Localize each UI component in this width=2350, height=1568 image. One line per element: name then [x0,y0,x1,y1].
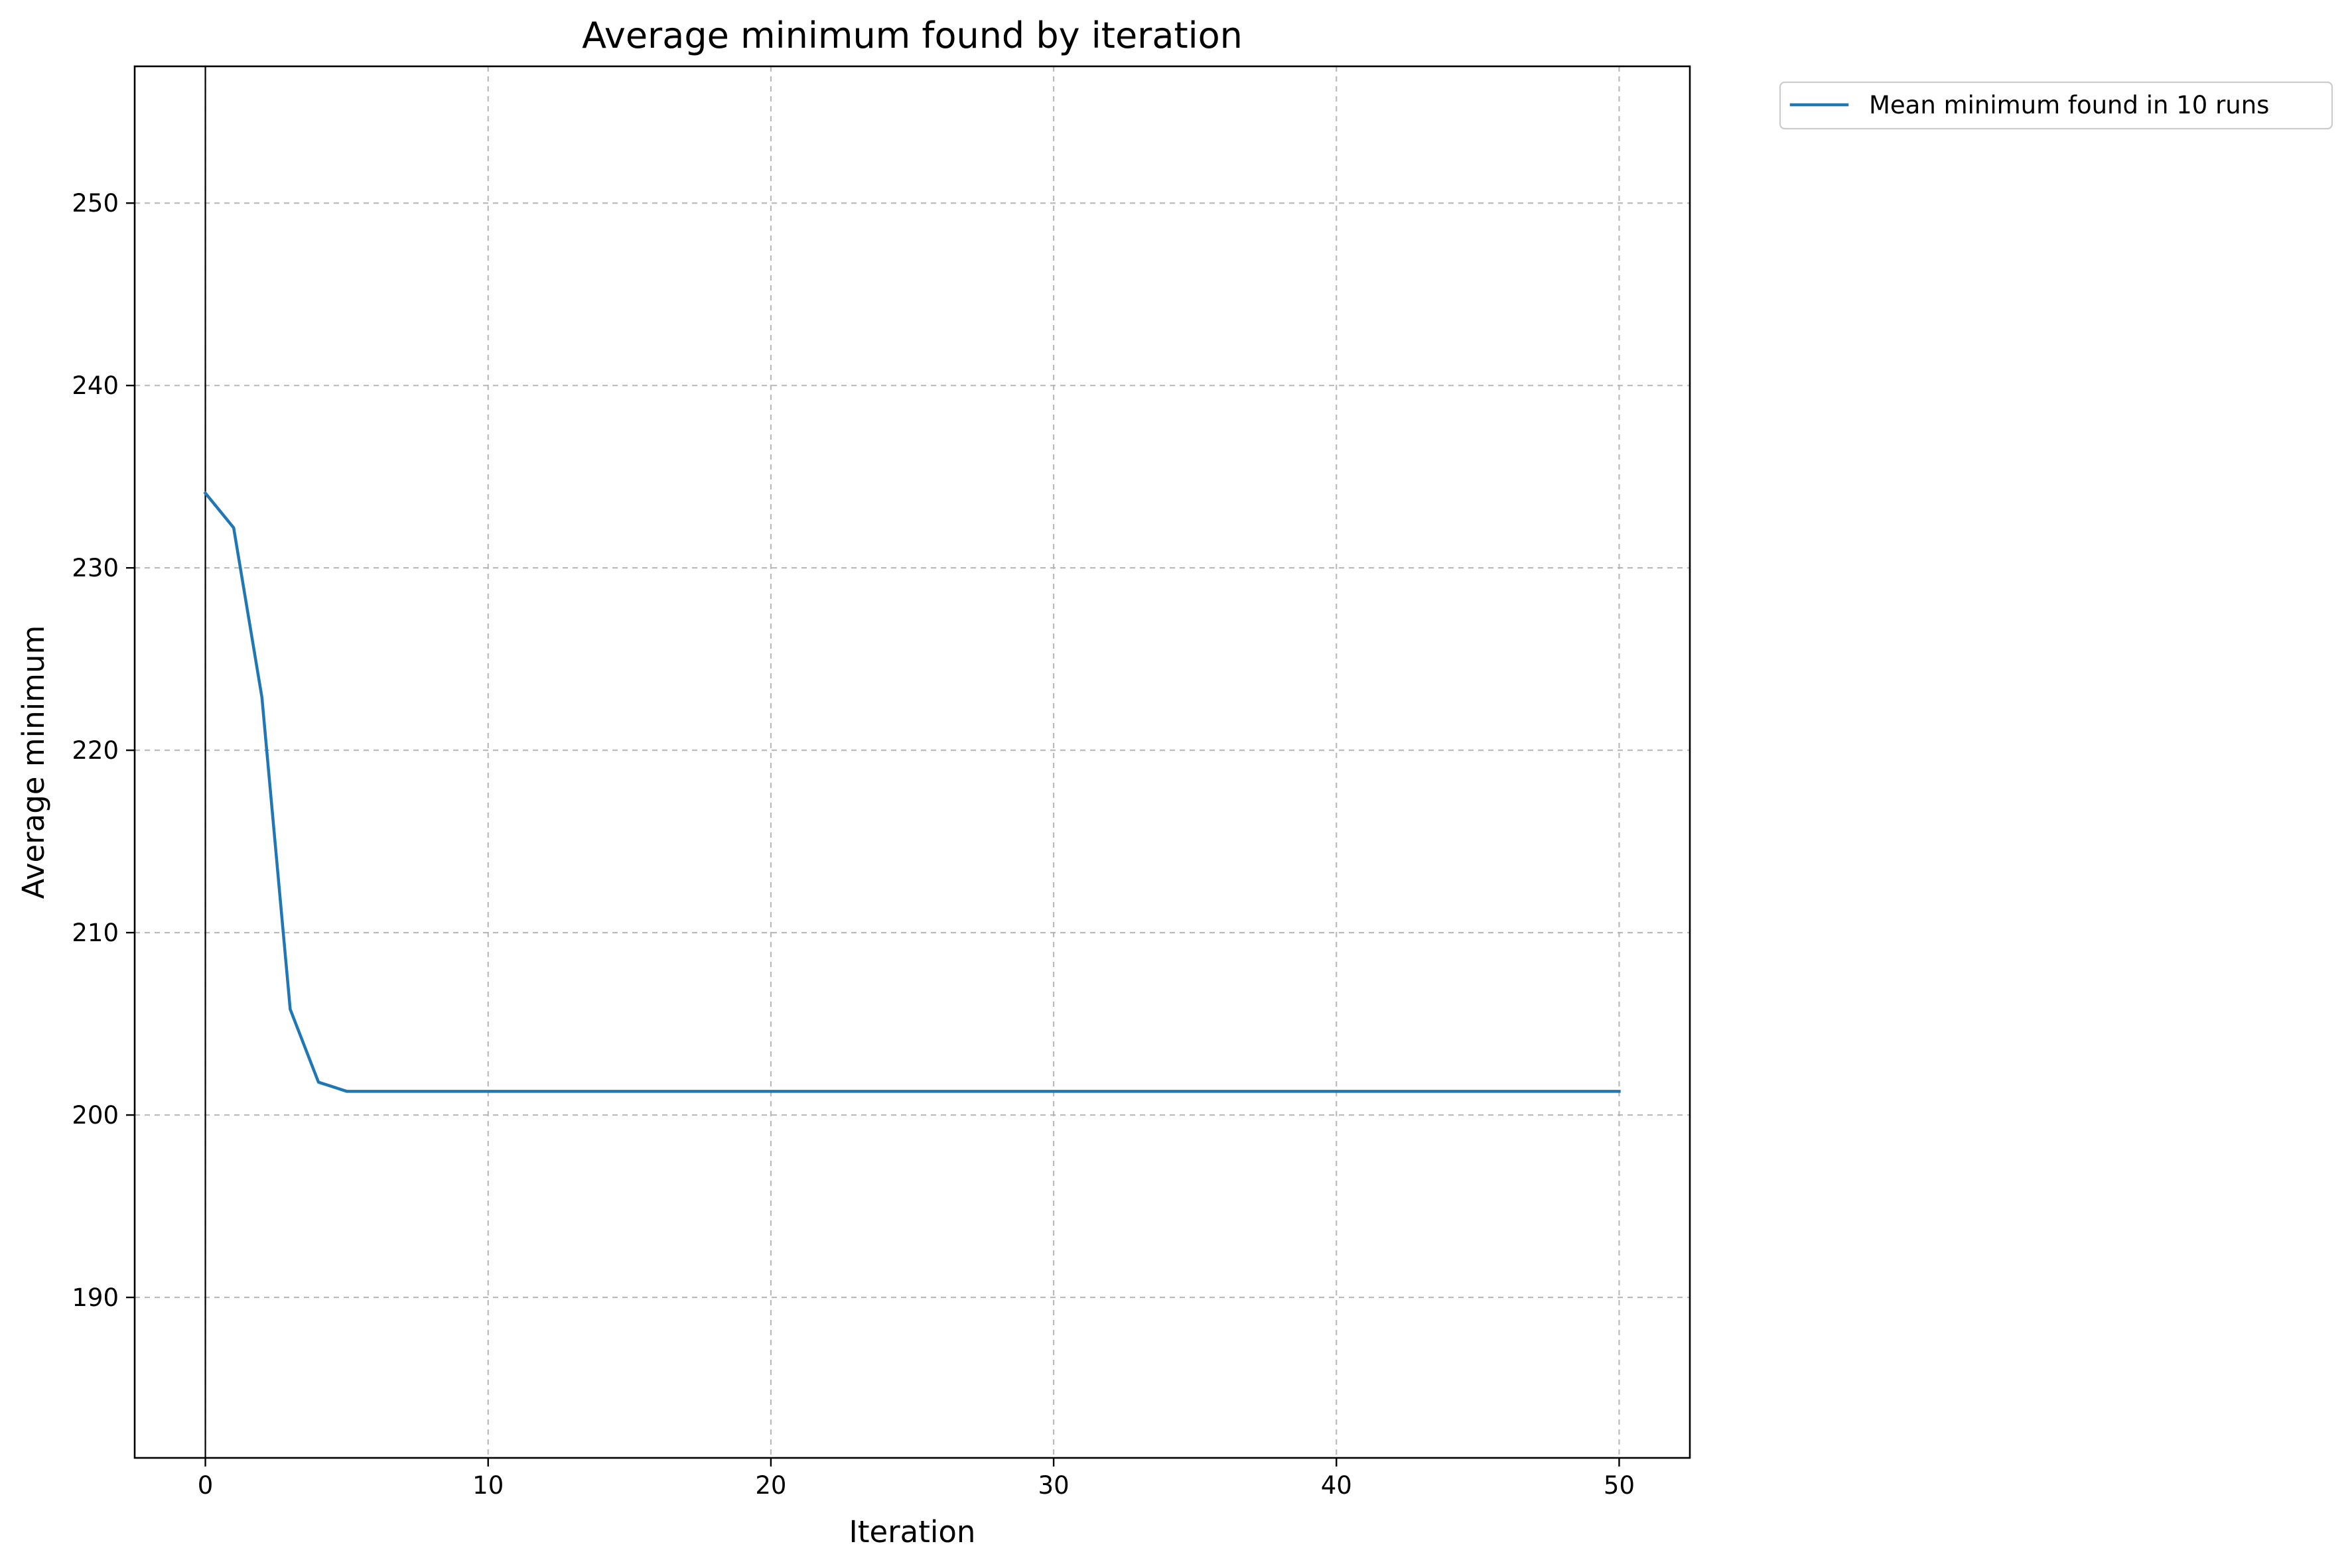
x-axis-ticks: 0 10 20 30 40 50 [198,1458,1635,1500]
x-tick-label: 0 [198,1471,214,1500]
y-axis-label: Average minimum [16,625,51,899]
chart-title: Average minimum found by iteration [582,15,1243,56]
x-tick-label: 50 [1604,1471,1635,1500]
series-line-mean-minimum [203,491,1621,1093]
plot-area-frame [133,65,1691,1459]
legend: Mean minimum found in 10 runs [1779,81,2333,130]
x-tick-label: 30 [1038,1471,1070,1500]
legend-entry-mean-minimum: Mean minimum found in 10 runs [1869,91,2269,119]
y-tick-label: 200 [72,1101,119,1130]
series-layer [203,491,1621,1093]
legend-frame [1779,81,2333,130]
y-tick-label: 220 [72,736,119,765]
x-tick-label: 40 [1321,1471,1352,1500]
x-tick-label: 20 [755,1471,786,1500]
x-axis-label: Iteration [849,1514,976,1549]
y-tick-label: 240 [72,371,119,400]
y-tick-label: 230 [72,554,119,582]
x-tick-label: 10 [472,1471,504,1500]
y-tick-label: 250 [72,189,119,218]
y-tick-label: 190 [72,1283,119,1312]
y-tick-label: 210 [72,919,119,947]
y-axis-ticks: 190 200 210 220 230 240 250 [72,189,135,1312]
grid [135,66,1690,1458]
